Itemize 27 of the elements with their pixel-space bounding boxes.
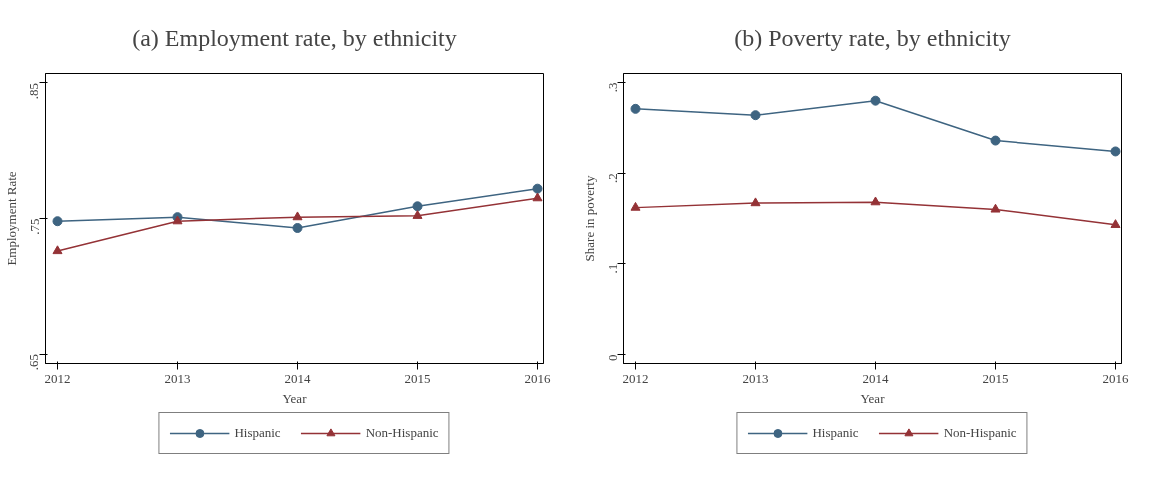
y-tick-label: .75: [26, 218, 42, 235]
y-tick-label: 0: [604, 354, 620, 361]
legend-label: Non-Hispanic: [943, 425, 1017, 441]
legend-label: Hispanic: [234, 425, 281, 441]
x-axis-title: Year: [282, 390, 308, 406]
chart-title: (b) Poverty rate, by ethnicity: [734, 25, 1011, 51]
y-axis-title: Share in poverty: [581, 175, 597, 262]
x-axis-title: Year: [860, 390, 886, 406]
y-axis-title: Employment Rate: [3, 171, 19, 266]
x-tick-label: 2012: [44, 370, 71, 386]
y-tick-label: .1: [604, 263, 620, 274]
x-tick-label: 2013: [742, 370, 769, 386]
y-tick-label: .65: [26, 354, 42, 371]
y-tick-label: .3: [604, 82, 620, 93]
x-tick-label: 2012: [622, 370, 649, 386]
x-tick-label: 2014: [284, 370, 311, 386]
legend-label: Non-Hispanic: [365, 425, 439, 441]
x-tick-label: 2015: [404, 370, 431, 386]
chart-title: (a) Employment rate, by ethnicity: [132, 25, 457, 51]
x-tick-label: 2016: [1102, 370, 1129, 386]
x-tick-label: 2015: [982, 370, 1009, 386]
x-tick-label: 2016: [524, 370, 551, 386]
y-tick-label: .85: [26, 82, 42, 100]
legend-label: Hispanic: [812, 425, 859, 441]
y-tick-label: .2: [604, 173, 620, 183]
x-tick-label: 2013: [164, 370, 191, 386]
x-tick-label: 2014: [862, 370, 889, 386]
